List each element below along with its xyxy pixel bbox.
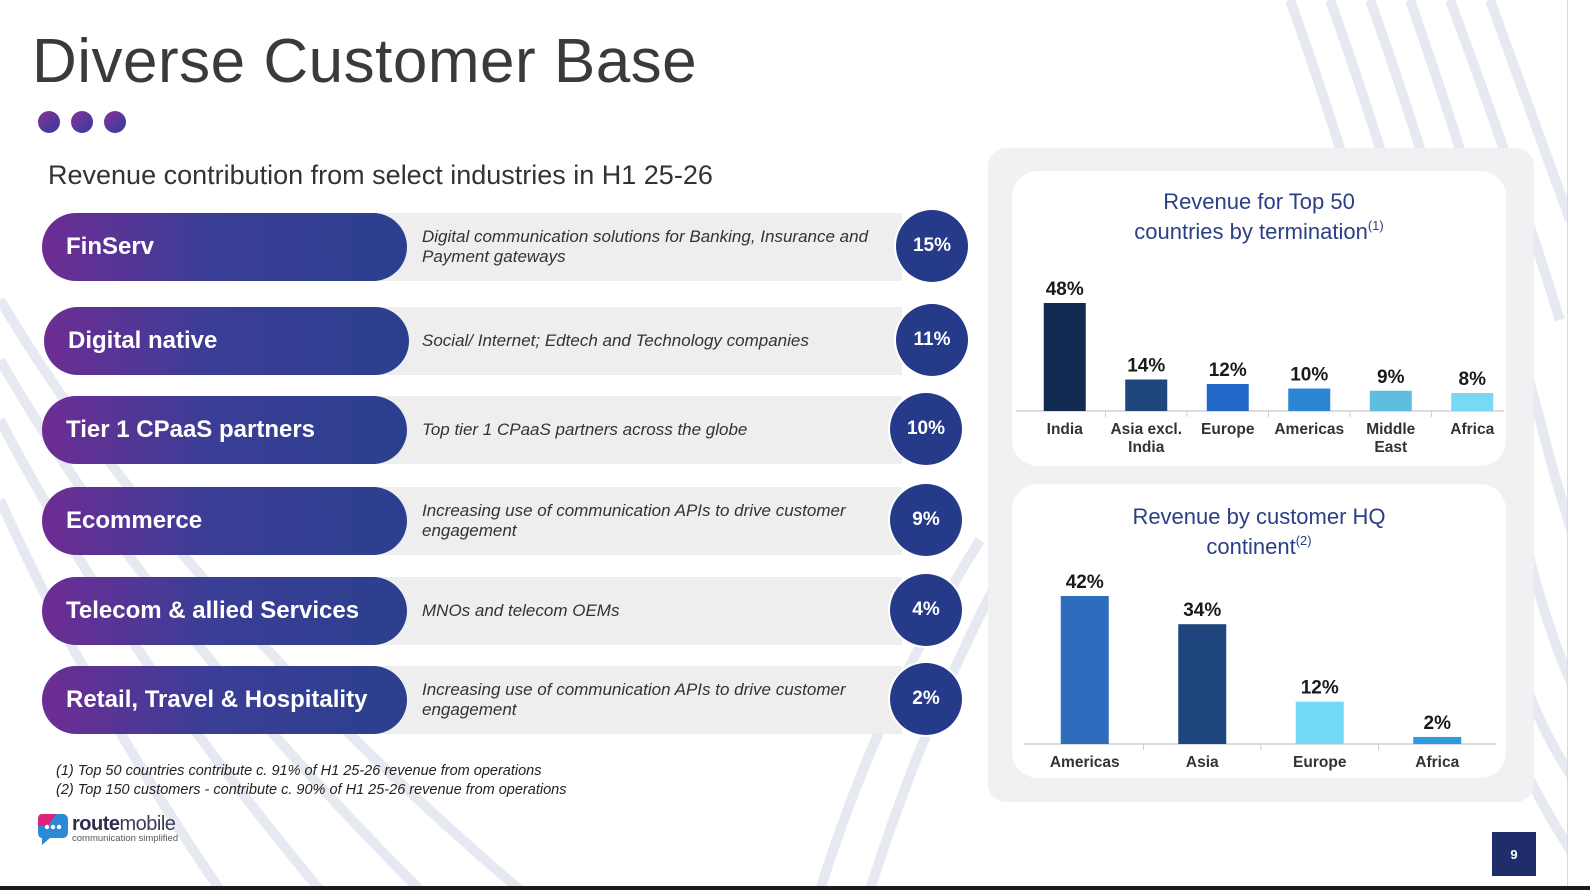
chart-data-label: 48% [1046, 279, 1084, 300]
logo-mark-icon [36, 810, 70, 846]
title-dots [38, 111, 126, 133]
chart-data-label: 10% [1290, 365, 1328, 386]
industry-share-badge: 4% [890, 574, 962, 646]
chart-category-label: India [1128, 439, 1165, 456]
industry-name: Tier 1 CPaaS partners [42, 396, 407, 464]
chart-bar [1295, 701, 1344, 744]
chart-title-line: Revenue for Top 50 [1163, 189, 1355, 214]
industry-name: Digital native [44, 307, 409, 375]
industry-name: Ecommerce [42, 487, 407, 555]
row-track [342, 307, 902, 375]
bottom-border [0, 886, 1590, 890]
chart-bar [1125, 379, 1168, 411]
industry-share-badge: 2% [890, 663, 962, 735]
chart-bar [1206, 384, 1249, 411]
chart-category-label: India [1047, 421, 1084, 438]
chart-category-label: Americas [1050, 754, 1120, 771]
chart-bar [1060, 596, 1109, 744]
page-number: 9 [1492, 832, 1536, 876]
logo-tagline: communication simplified [72, 832, 179, 844]
chart-bar [1178, 624, 1227, 744]
chart-category-label: East [1374, 439, 1407, 456]
chart-title-line: Revenue by customer HQ [1132, 504, 1385, 529]
footnote-1: (1) Top 50 countries contribute c. 91% o… [56, 763, 542, 779]
chart-customer-hq-continent: Revenue by customer HQ continent(2) 42% Ame… [1024, 504, 1496, 771]
chart-data-label: 12% [1209, 360, 1247, 381]
industry-description: Social/ Internet; Edtech and Technology … [422, 331, 809, 350]
chart-title-line: countries by termination(1) [1134, 218, 1383, 244]
slide-title: Diverse Customer Base [32, 27, 698, 96]
dot-2 [71, 111, 93, 133]
industry-description: Digital communication solutions for Bank… [422, 227, 869, 266]
chart-card-countries: Revenue for Top 50 countries by terminati… [1012, 171, 1506, 466]
chart-title-superscript: (1) [1368, 218, 1384, 233]
row-track [342, 396, 902, 464]
row-track [342, 213, 902, 281]
section-subtitle: Revenue contribution from select industr… [48, 160, 713, 190]
industry-name: Telecom & allied Services [42, 577, 407, 645]
industry-share-badge: 9% [890, 484, 962, 556]
footnotes: (1) Top 50 countries contribute c. 91% o… [56, 762, 566, 800]
chart-data-label: 9% [1377, 367, 1405, 388]
industry-row-tier1-cpaas: Tier 1 CPaaS partners Top tier 1 CPaaS p… [42, 393, 972, 467]
right-border [1567, 0, 1568, 886]
chart-category-label: Middle [1366, 421, 1415, 438]
footnote-2: (2) Top 150 customers - contribute c. 90… [56, 782, 567, 798]
chart-bar [1043, 303, 1086, 411]
industry-row-retail-travel: Retail, Travel & Hospitality Increasing … [42, 663, 972, 737]
industry-name: Retail, Travel & Hospitality [42, 666, 407, 734]
chart-category-label: Americas [1274, 421, 1344, 438]
row-track [342, 666, 902, 734]
dot-3 [104, 111, 126, 133]
chart-category-label: Africa [1450, 421, 1494, 438]
chart-data-label: 42% [1066, 572, 1104, 593]
chart-category-label: Asia excl. [1110, 421, 1182, 438]
chart-title-line: continent(2) [1206, 533, 1311, 559]
chart-category-label: Africa [1415, 754, 1459, 771]
industry-share-badge: 11% [896, 304, 968, 376]
right-margin [1568, 0, 1590, 890]
chart-data-label: 2% [1424, 713, 1452, 734]
logo-name-light: mobile [119, 812, 176, 835]
industry-description: Top tier 1 CPaaS partners across the glo… [422, 420, 748, 439]
chart-bar [1413, 736, 1462, 744]
industry-description: Increasing use of communication APIs to … [422, 680, 846, 719]
industry-description: Increasing use of communication APIs to … [422, 501, 846, 540]
chart-category-label: Europe [1201, 421, 1255, 438]
chart-card-hq-continent: Revenue by customer HQ continent(2) 42% Ame… [1012, 484, 1506, 778]
row-track [342, 577, 902, 645]
industry-share-badge: 10% [890, 393, 962, 465]
chart-data-label: 12% [1301, 678, 1339, 699]
chart-bar [1369, 390, 1412, 411]
chart-data-label: 34% [1183, 600, 1221, 621]
industry-row-telecom: Telecom & allied Services MNOs and telec… [42, 574, 972, 648]
industry-row-ecommerce: Ecommerce Increasing use of communicatio… [42, 484, 972, 558]
chart-title-superscript: (2) [1296, 533, 1312, 548]
chart-category-label: Europe [1293, 754, 1347, 771]
chart-data-label: 8% [1459, 369, 1487, 390]
chart-category-label: Asia [1186, 754, 1219, 771]
row-track [342, 487, 902, 555]
chart-countries-by-termination: Revenue for Top 50 countries by terminati… [1016, 189, 1504, 456]
industry-name: FinServ [42, 213, 407, 281]
industry-description: MNOs and telecom OEMs [422, 601, 620, 620]
industry-row-digital-native: Digital native Social/ Internet; Edtech … [42, 304, 972, 378]
industry-row-finserv: FinServ Digital communication solutions … [42, 210, 972, 284]
chart-bar [1288, 388, 1331, 411]
chart-bar [1451, 393, 1494, 411]
industry-share-badge: 15% [896, 210, 968, 282]
chart-data-label: 14% [1127, 356, 1165, 377]
dot-1 [38, 111, 60, 133]
logo-name-bold: route [72, 812, 120, 835]
company-logo: routemobile communication simplified [36, 810, 178, 846]
